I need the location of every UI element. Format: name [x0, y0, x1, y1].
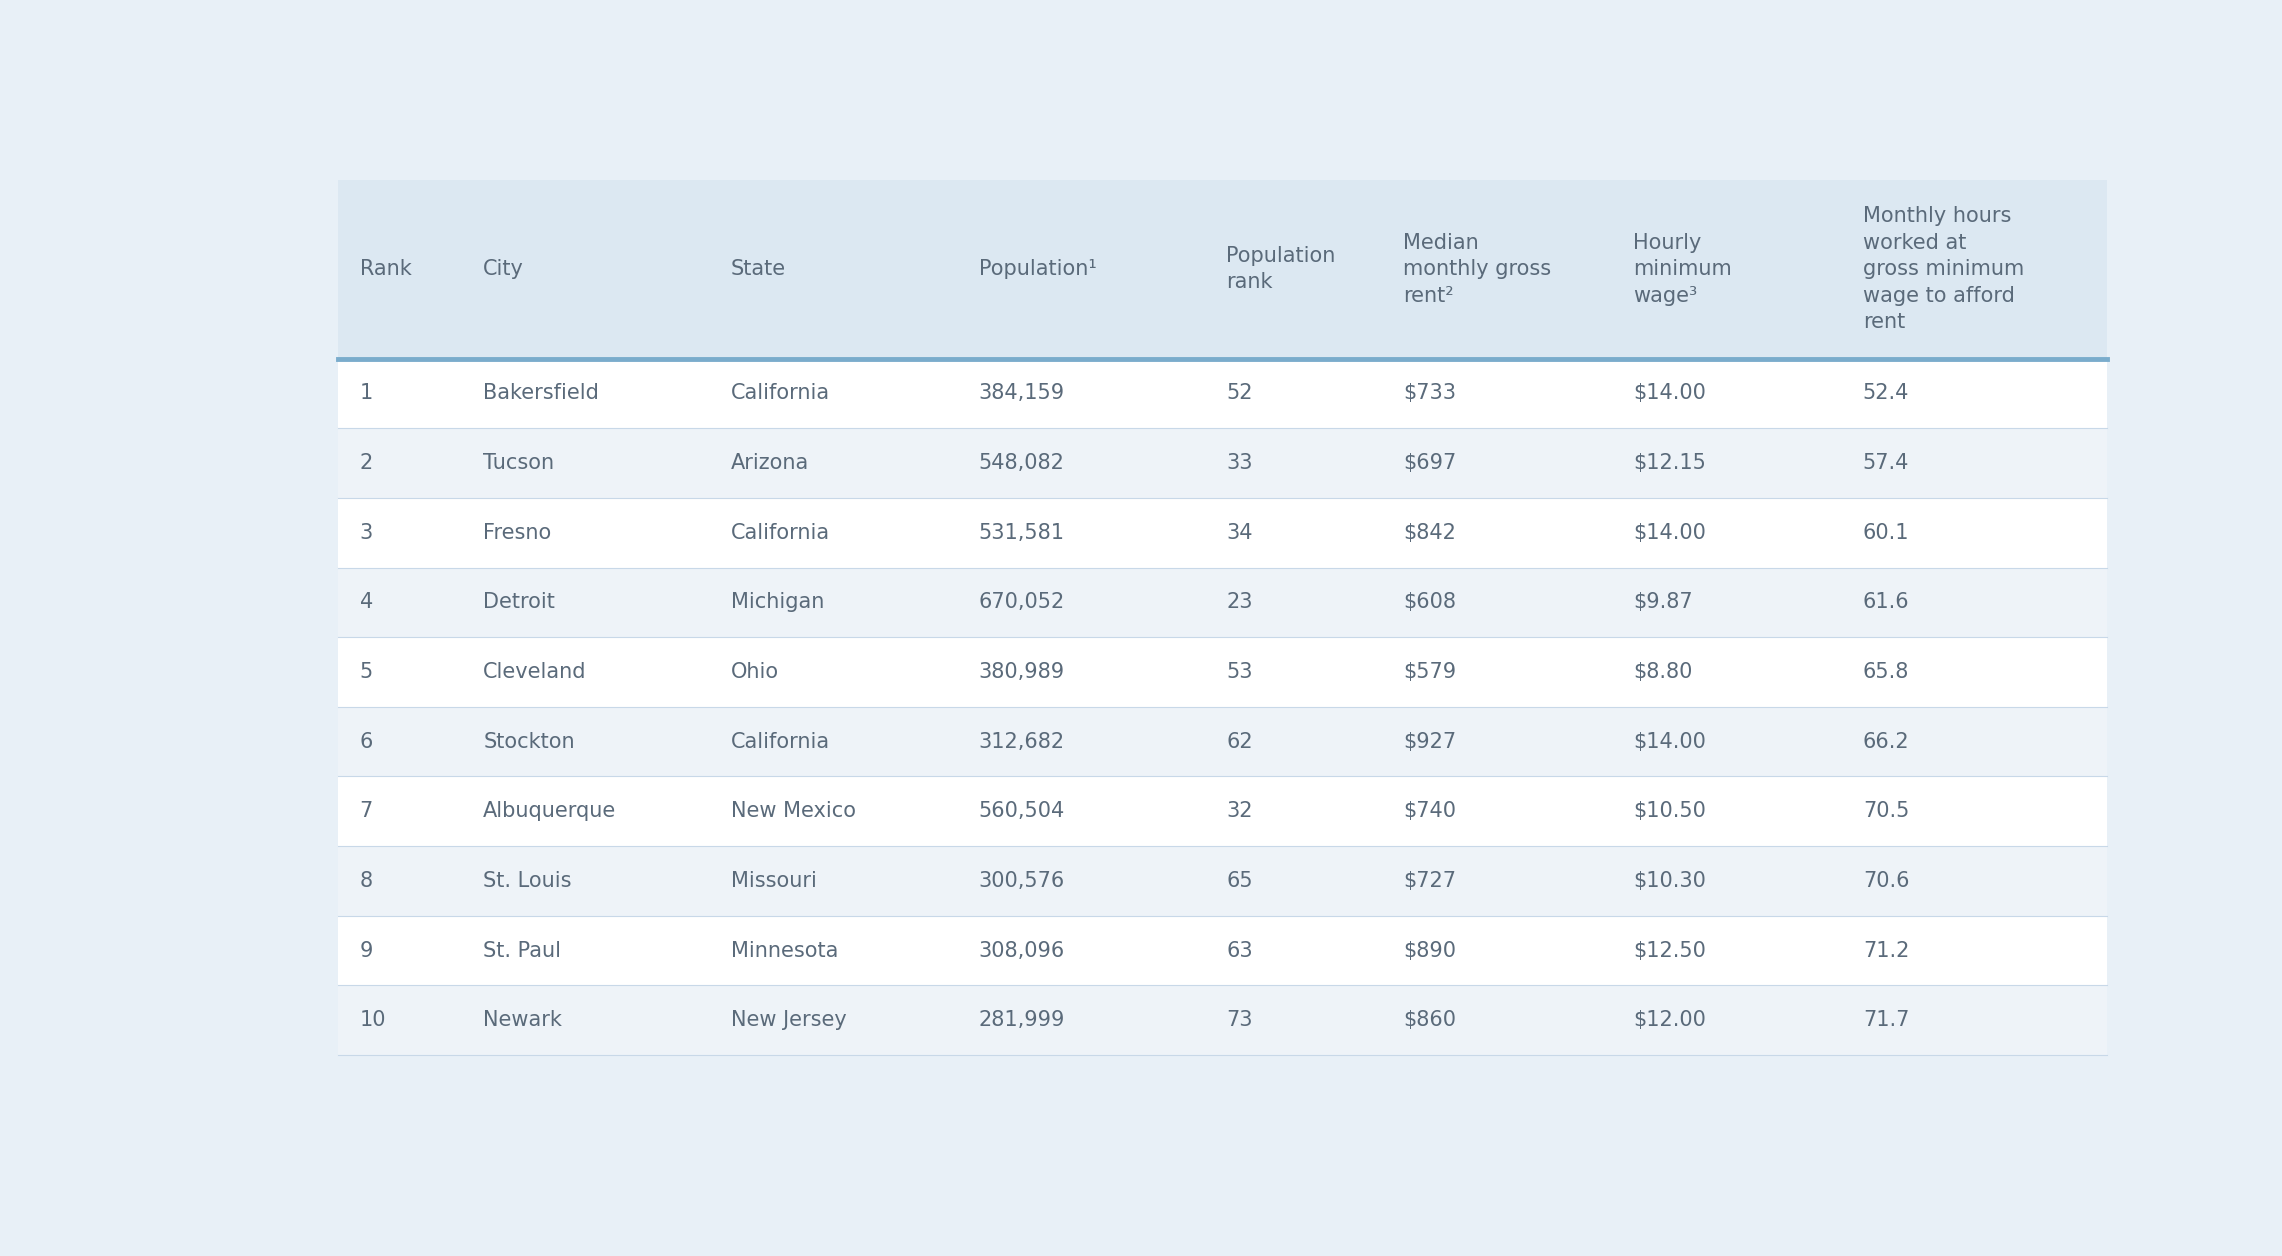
Text: $927: $927 [1403, 732, 1456, 751]
Text: 66.2: 66.2 [1862, 732, 1910, 751]
Text: Monthly hours
worked at
gross minimum
wage to afford
rent: Monthly hours worked at gross minimum wa… [1862, 206, 2024, 332]
Text: $579: $579 [1403, 662, 1456, 682]
Bar [338, 916, 2106, 986]
Text: Arizona: Arizona [730, 453, 810, 474]
Text: 65: 65 [1225, 870, 1253, 891]
Text: 34: 34 [1225, 522, 1253, 543]
Text: 32: 32 [1225, 801, 1253, 821]
Text: 71.7: 71.7 [1862, 1010, 1910, 1030]
Text: Missouri: Missouri [730, 870, 817, 891]
Text: 9: 9 [361, 941, 372, 961]
Text: 384,159: 384,159 [979, 383, 1066, 403]
Text: Population¹: Population¹ [979, 259, 1095, 279]
Text: Tucson: Tucson [484, 453, 555, 474]
Text: Population
rank: Population rank [1225, 246, 1335, 293]
Text: 281,999: 281,999 [979, 1010, 1066, 1030]
Text: 61.6: 61.6 [1862, 593, 1910, 613]
Text: 312,682: 312,682 [979, 732, 1066, 751]
Text: Hourly
minimum
wage³: Hourly minimum wage³ [1634, 232, 1732, 305]
Text: Ohio: Ohio [730, 662, 778, 682]
Text: 8: 8 [361, 870, 372, 891]
Text: 548,082: 548,082 [979, 453, 1063, 474]
Text: $10.30: $10.30 [1634, 870, 1705, 891]
Text: 5: 5 [361, 662, 372, 682]
Text: New Mexico: New Mexico [730, 801, 856, 821]
Text: Fresno: Fresno [484, 522, 552, 543]
Text: 6: 6 [361, 732, 372, 751]
Text: $10.50: $10.50 [1634, 801, 1705, 821]
Text: Albuquerque: Albuquerque [484, 801, 616, 821]
Text: 53: 53 [1225, 662, 1253, 682]
Bar [338, 359, 2106, 428]
Text: Newark: Newark [484, 1010, 561, 1030]
Bar [338, 637, 2106, 707]
Text: $8.80: $8.80 [1634, 662, 1693, 682]
Text: 560,504: 560,504 [979, 801, 1066, 821]
Text: Median
monthly gross
rent²: Median monthly gross rent² [1403, 232, 1552, 305]
Text: $12.50: $12.50 [1634, 941, 1705, 961]
Text: $733: $733 [1403, 383, 1456, 403]
Text: 63: 63 [1225, 941, 1253, 961]
Text: $608: $608 [1403, 593, 1456, 613]
Bar [338, 568, 2106, 637]
Text: 65.8: 65.8 [1862, 662, 1910, 682]
Text: 380,989: 380,989 [979, 662, 1066, 682]
Text: 60.1: 60.1 [1862, 522, 1910, 543]
Text: California: California [730, 732, 831, 751]
Text: 71.2: 71.2 [1862, 941, 1910, 961]
Text: $890: $890 [1403, 941, 1456, 961]
Text: Detroit: Detroit [484, 593, 555, 613]
Text: $12.15: $12.15 [1634, 453, 1705, 474]
Text: 33: 33 [1225, 453, 1253, 474]
Bar [338, 497, 2106, 568]
Bar [338, 428, 2106, 497]
Bar [338, 180, 2106, 359]
Text: 62: 62 [1225, 732, 1253, 751]
Text: 300,576: 300,576 [979, 870, 1066, 891]
Text: Rank: Rank [361, 259, 411, 279]
Text: $14.00: $14.00 [1634, 732, 1705, 751]
Text: 308,096: 308,096 [979, 941, 1066, 961]
Text: California: California [730, 383, 831, 403]
Text: 531,581: 531,581 [979, 522, 1063, 543]
Text: St. Paul: St. Paul [484, 941, 561, 961]
Text: 57.4: 57.4 [1862, 453, 1910, 474]
Text: 52.4: 52.4 [1862, 383, 1910, 403]
Text: St. Louis: St. Louis [484, 870, 573, 891]
Text: State: State [730, 259, 785, 279]
Text: 7: 7 [361, 801, 372, 821]
Text: $842: $842 [1403, 522, 1456, 543]
Text: 52: 52 [1225, 383, 1253, 403]
Text: 1: 1 [361, 383, 372, 403]
Text: Bakersfield: Bakersfield [484, 383, 600, 403]
Text: $727: $727 [1403, 870, 1456, 891]
Text: $697: $697 [1403, 453, 1456, 474]
Text: City: City [484, 259, 525, 279]
Text: $14.00: $14.00 [1634, 383, 1705, 403]
Text: New Jersey: New Jersey [730, 1010, 847, 1030]
Text: 70.6: 70.6 [1862, 870, 1910, 891]
Text: 23: 23 [1225, 593, 1253, 613]
Text: 670,052: 670,052 [979, 593, 1066, 613]
Text: Minnesota: Minnesota [730, 941, 837, 961]
Text: Michigan: Michigan [730, 593, 824, 613]
Text: 2: 2 [361, 453, 372, 474]
Bar [338, 986, 2106, 1055]
Text: 10: 10 [361, 1010, 386, 1030]
Text: 4: 4 [361, 593, 372, 613]
Bar [338, 707, 2106, 776]
Text: Stockton: Stockton [484, 732, 575, 751]
Text: $9.87: $9.87 [1634, 593, 1693, 613]
Text: $14.00: $14.00 [1634, 522, 1705, 543]
Bar [338, 847, 2106, 916]
Text: $740: $740 [1403, 801, 1456, 821]
Text: 73: 73 [1225, 1010, 1253, 1030]
Text: 70.5: 70.5 [1862, 801, 1910, 821]
Text: $860: $860 [1403, 1010, 1456, 1030]
Text: $12.00: $12.00 [1634, 1010, 1705, 1030]
Text: California: California [730, 522, 831, 543]
Bar [338, 776, 2106, 847]
Text: Cleveland: Cleveland [484, 662, 586, 682]
Text: 3: 3 [361, 522, 372, 543]
